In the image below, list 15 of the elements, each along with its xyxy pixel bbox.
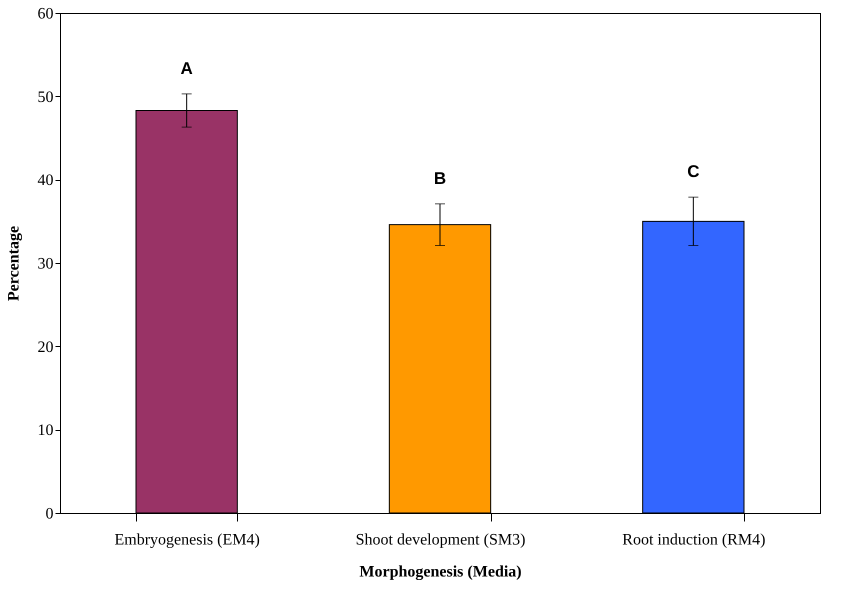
x-tick-label: Embryogenesis (EM4) <box>114 532 260 548</box>
y-tick-label: 0 <box>46 506 54 522</box>
y-tick-label: 30 <box>38 256 54 272</box>
y-tick-label: 10 <box>38 422 54 440</box>
y-tick-label: 60 <box>38 6 54 22</box>
annotation: A <box>180 58 193 78</box>
annotation: C <box>687 162 700 182</box>
y-tick-label: 50 <box>38 88 54 106</box>
y-tick-label: 20 <box>38 338 54 356</box>
x-axis-title: Morphogenesis (Media) <box>359 564 522 580</box>
x-tick-label: Root induction (RM4) <box>622 532 766 548</box>
x-tick-label: Shoot development (SM3) <box>356 532 526 548</box>
y-axis-title: Percentage <box>6 226 22 302</box>
annotation: B <box>434 168 446 188</box>
y-tick-label: 40 <box>38 172 54 190</box>
